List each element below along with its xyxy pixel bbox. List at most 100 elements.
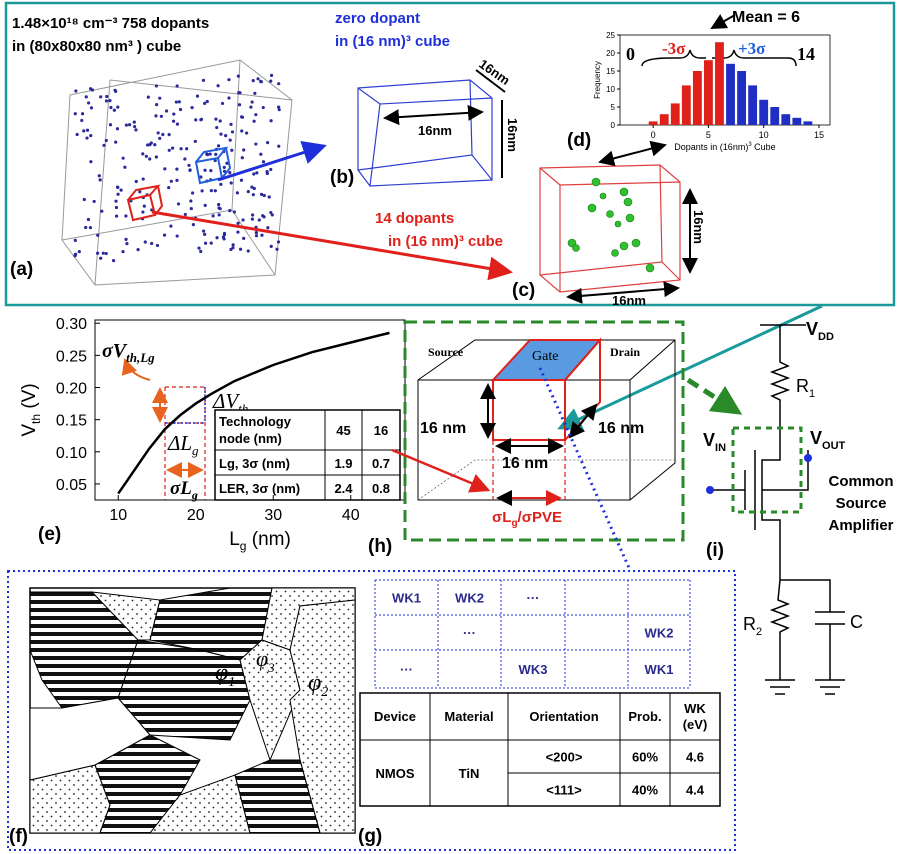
caption: in (16 nm)³ cube [335,33,450,50]
dopant [154,114,157,117]
dopant [259,80,262,83]
label-sub: DD [818,331,834,343]
y-tick-label: 20 [606,49,615,58]
label-main: φ [308,670,321,696]
dopant [116,193,119,196]
panel-label: (h) [368,536,392,557]
dopant [156,244,159,247]
shape [620,188,628,196]
y-tick-label: 5 [611,103,616,112]
panel-b: zero dopant in (16 nm)³ cube 16nm 16nm 1… [330,10,520,188]
dopant [133,121,136,124]
terminal [804,454,812,462]
dopant [212,214,215,217]
dopant [189,199,192,202]
panel-i: VDD R1 VIN VOUT Common Source Amplifier … [688,319,894,694]
dopant [210,189,213,192]
dopant [85,95,88,98]
y-tick-label: 0.10 [56,445,87,462]
dimension-label: 16nm [505,118,520,152]
table-cell: 0.8 [372,481,390,496]
table-cell: LER, 3σ (nm) [219,481,300,496]
dopant [155,84,158,87]
dimension-label: 16 nm [502,455,548,472]
table-cell: <200> [546,750,583,765]
label-main: Dopants in (16nm) [674,142,748,152]
table-cell: 16 [374,423,388,438]
label-main: V [703,430,715,450]
dopant [236,191,239,194]
dopant [197,247,200,250]
caption: Common [829,473,894,490]
dimension-label: 16 nm [420,420,466,437]
dopant [203,169,206,172]
dopant [218,213,221,216]
dopant [109,106,112,109]
dopant [227,78,230,81]
panel-label: (g) [358,826,382,847]
table-cell: 0.7 [372,456,390,471]
dopant [122,157,125,160]
shape [624,198,632,206]
caption: in (16 nm)³ cube [388,233,503,250]
panel-label: (d) [567,130,591,151]
y-tick-label: 25 [606,31,615,40]
dopant [124,238,127,241]
dopant [105,252,108,255]
dopant [116,185,119,188]
dopant [190,207,193,210]
dopant [269,168,272,171]
panel-label: (c) [512,280,535,301]
node-label: VOUT [810,428,846,452]
dopant [185,147,188,150]
table-header: WK [684,701,706,716]
dopant [89,160,92,163]
dopant [256,77,259,80]
dopant [277,106,280,109]
dopant [89,134,92,137]
table-cell: Lg, 3σ (nm) [219,456,290,471]
region-label: Gate [532,349,558,364]
dopant [229,138,232,141]
table-cell: 4.4 [686,783,705,798]
grid-cell: WK2 [645,626,674,641]
x-tick-label: 10 [109,507,127,524]
dopant [105,95,108,98]
dopant [228,209,231,212]
dopant [115,206,118,209]
bar [748,85,757,125]
dimension-label: 16nm [691,210,706,244]
label-sub: 2 [321,685,328,700]
dopant [223,166,226,169]
dimension-label: 16nm [612,293,646,308]
dopant [254,113,257,116]
grid-cell: WK1 [645,662,674,677]
annotation: σVth,Lg [102,340,155,365]
annotation: 0 [626,44,635,64]
dopant [91,88,94,91]
x-tick-label: 30 [264,507,282,524]
dopant [169,225,172,228]
figure: 1.48×10¹⁸ cm⁻³ 758 dopants in (80x80x80 … [0,0,904,854]
dopant [183,157,186,160]
bar [704,60,713,125]
shape [592,178,600,186]
annotation-main: σV [102,340,128,362]
shape [620,242,628,250]
dopant [209,169,212,172]
dopant [217,203,220,206]
dopant [205,153,208,156]
dopant [123,166,126,169]
y-tick-label: 0.20 [56,381,87,398]
dopants [73,74,280,262]
dopant [219,183,222,186]
dopant [161,133,164,136]
dopant [96,234,99,237]
dopant [148,157,151,160]
bar [770,107,779,125]
panel-label: (e) [38,524,61,545]
table-header: Material [444,709,493,724]
dopant [87,101,90,104]
x-axis-label: Dopants in (16nm)3 Cube [674,142,775,152]
dopant [201,189,204,192]
